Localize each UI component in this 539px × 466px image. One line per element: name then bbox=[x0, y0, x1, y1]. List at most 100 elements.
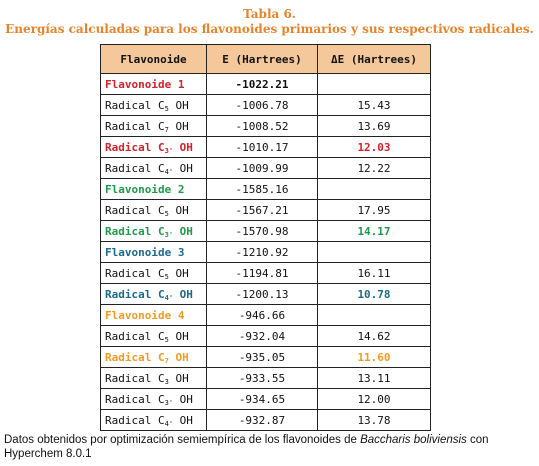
cell-name-suffix: OH bbox=[168, 98, 189, 112]
cell-name-suffix: OH bbox=[173, 287, 193, 301]
cell-energy: -1010.17 bbox=[206, 136, 318, 158]
cell-name-text: Radical C bbox=[105, 98, 165, 112]
cell-name-subscript: 5 bbox=[164, 272, 169, 281]
cell-name-text: Radical C bbox=[105, 140, 165, 154]
cell-name-subscript: 7 bbox=[164, 125, 169, 134]
cell-name-subscript: 7 bbox=[164, 356, 169, 365]
cell-name-text: Radical C bbox=[105, 413, 165, 427]
cell-name-suffix: OH bbox=[173, 392, 193, 406]
table-row: Flavonoide 2 -1585.16 bbox=[100, 178, 431, 200]
cell-energy: -1022.21 bbox=[206, 73, 318, 95]
cell-delta-energy: 12.00 bbox=[317, 388, 431, 410]
cell-energy: -1009.99 bbox=[206, 157, 318, 179]
cell-delta-energy: 12.03 bbox=[317, 136, 431, 158]
cell-energy: -1570.98 bbox=[206, 220, 318, 242]
cell-name-text: Flavonoide 4 bbox=[105, 308, 185, 322]
cell-name-text: Radical C bbox=[105, 203, 165, 217]
cell-delta-energy bbox=[317, 178, 431, 200]
cell-delta-energy bbox=[317, 73, 431, 95]
cell-flavonoide: Radical C7 OH bbox=[100, 115, 207, 137]
cell-name-text: Flavonoide 3 bbox=[105, 245, 185, 259]
cell-flavonoide: Flavonoide 4 bbox=[100, 304, 207, 326]
cell-name-subscript: 4' bbox=[164, 293, 174, 302]
cell-energy: -1194.81 bbox=[206, 262, 318, 284]
cell-energy: -946.66 bbox=[206, 304, 318, 326]
cell-flavonoide: Radical C5 OH bbox=[100, 199, 207, 221]
cell-flavonoide: Radical C4' OH bbox=[100, 409, 207, 431]
table-row: Radical C5 OH -1006.78 15.43 bbox=[100, 94, 431, 116]
cell-flavonoide: Flavonoide 3 bbox=[100, 241, 207, 263]
cell-delta-energy bbox=[317, 241, 431, 263]
table-row: Radical C5 OH -1567.21 17.95 bbox=[100, 199, 431, 221]
cell-name-suffix: OH bbox=[173, 413, 193, 427]
cell-flavonoide: Radical C4' OH bbox=[100, 157, 207, 179]
cell-energy: -1200.13 bbox=[206, 283, 318, 305]
cell-flavonoide: Radical C5 OH bbox=[100, 94, 207, 116]
cell-name-suffix: OH bbox=[168, 266, 189, 280]
cell-delta-energy: 10.78 bbox=[317, 283, 431, 305]
cell-delta-energy: 17.95 bbox=[317, 199, 431, 221]
cell-name-text: Radical C bbox=[105, 392, 165, 406]
cell-name-suffix: OH bbox=[173, 161, 193, 175]
energy-table: Flavonoide E (Hartrees) ΔE (Hartrees) Fl… bbox=[100, 44, 431, 431]
cell-energy: -934.65 bbox=[206, 388, 318, 410]
cell-delta-energy: 14.17 bbox=[317, 220, 431, 242]
cell-delta-energy bbox=[317, 304, 431, 326]
cell-flavonoide: Radical C7 OH bbox=[100, 346, 207, 368]
cell-name-text: Radical C bbox=[105, 329, 165, 343]
cell-name-subscript: 4' bbox=[164, 167, 174, 176]
table-row: Radical C7 OH -1008.52 13.69 bbox=[100, 115, 431, 137]
cell-name-text: Radical C bbox=[105, 287, 165, 301]
cell-name-text: Radical C bbox=[105, 119, 165, 133]
cell-energy: -1008.52 bbox=[206, 115, 318, 137]
cell-delta-energy: 15.43 bbox=[317, 94, 431, 116]
cell-delta-energy: 13.69 bbox=[317, 115, 431, 137]
cell-name-suffix: OH bbox=[173, 224, 193, 238]
cell-name-text: Radical C bbox=[105, 224, 165, 238]
footnote-text: Datos obtenidos por optimización semiemp… bbox=[4, 434, 361, 446]
cell-flavonoide: Flavonoide 2 bbox=[100, 178, 207, 200]
footnote-species: Baccharis boliviensis bbox=[360, 434, 467, 446]
cell-flavonoide: Radical C4' OH bbox=[100, 283, 207, 305]
cell-name-suffix: OH bbox=[168, 203, 189, 217]
cell-flavonoide: Radical C3' OH bbox=[100, 388, 207, 410]
cell-name-text: Radical C bbox=[105, 371, 165, 385]
cell-energy: -1210.92 bbox=[206, 241, 318, 263]
cell-energy: -1006.78 bbox=[206, 94, 318, 116]
cell-name-subscript: 3' bbox=[164, 398, 174, 407]
cell-name-suffix: OH bbox=[168, 119, 189, 133]
table-row: Radical C5 OH -932.04 14.62 bbox=[100, 325, 431, 347]
cell-delta-energy: 12.22 bbox=[317, 157, 431, 179]
cell-name-suffix: OH bbox=[168, 350, 189, 364]
table-row: Radical C4' OH -1200.13 10.78 bbox=[100, 283, 431, 305]
cell-delta-energy: 11.60 bbox=[317, 346, 431, 368]
cell-name-text: Flavonoide 1 bbox=[105, 77, 185, 91]
cell-energy: -932.87 bbox=[206, 409, 318, 431]
table-row: Radical C7 OH -935.05 11.60 bbox=[100, 346, 431, 368]
table-row: Radical C3' OH -1010.17 12.03 bbox=[100, 136, 431, 158]
cell-delta-energy: 13.78 bbox=[317, 409, 431, 431]
cell-flavonoide: Radical C3' OH bbox=[100, 136, 207, 158]
header-delta-energy: ΔE (Hartrees) bbox=[317, 44, 431, 74]
table-row: Flavonoide 3 -1210.92 bbox=[100, 241, 431, 263]
cell-name-subscript: 3' bbox=[164, 146, 174, 155]
cell-name-subscript: 3' bbox=[164, 230, 174, 239]
cell-name-suffix: OH bbox=[173, 140, 193, 154]
cell-flavonoide: Radical C5 OH bbox=[100, 325, 207, 347]
cell-energy: -1567.21 bbox=[206, 199, 318, 221]
cell-flavonoide: Radical C3 OH bbox=[100, 367, 207, 389]
cell-energy: -1585.16 bbox=[206, 178, 318, 200]
cell-name-suffix: OH bbox=[168, 371, 189, 385]
cell-name-subscript: 5 bbox=[164, 209, 169, 218]
cell-name-text: Radical C bbox=[105, 161, 165, 175]
cell-name-text: Radical C bbox=[105, 266, 165, 280]
header-row: Flavonoide E (Hartrees) ΔE (Hartrees) bbox=[100, 44, 431, 74]
cell-delta-energy: 16.11 bbox=[317, 262, 431, 284]
cell-name-suffix: OH bbox=[168, 329, 189, 343]
cell-name-text: Radical C bbox=[105, 350, 165, 364]
cell-name-subscript: 4' bbox=[164, 419, 174, 428]
cell-flavonoide: Flavonoide 1 bbox=[100, 73, 207, 95]
table-row: Radical C4' OH -1009.99 12.22 bbox=[100, 157, 431, 179]
table-row: Flavonoide 4 -946.66 bbox=[100, 304, 431, 326]
footnote: Datos obtenidos por optimización semiemp… bbox=[4, 433, 534, 461]
